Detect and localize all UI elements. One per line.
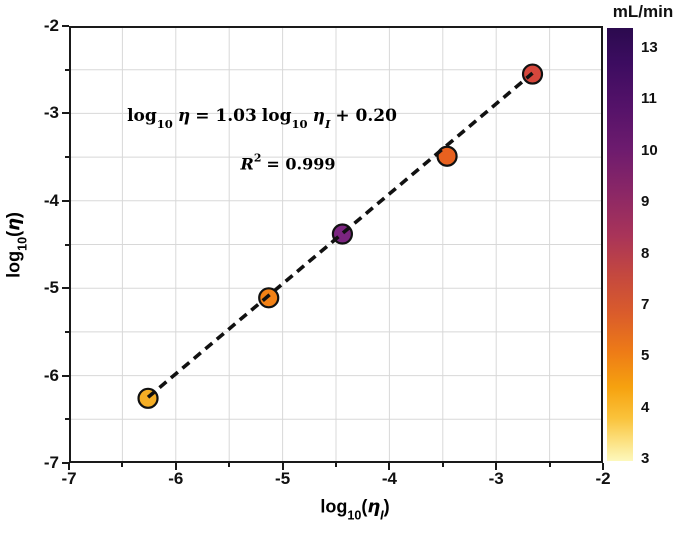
x-tick-label: -7: [61, 469, 77, 488]
y-tick-label: -2: [43, 16, 59, 35]
r-squared-annotation: R2 = 0.999: [240, 152, 336, 174]
y-minor-tick: [65, 243, 69, 246]
colorbar-tick-label: 10: [641, 141, 658, 159]
fit-line: [146, 71, 534, 399]
fit-equation: log10 η = 1.03 log10 ηI + 0.20: [127, 106, 397, 130]
eq-mid: = 1.03: [195, 106, 257, 126]
x-tick-label: -5: [275, 469, 291, 488]
eq-symbol2: η: [312, 106, 325, 126]
y-axis-title: log10(η): [3, 212, 30, 278]
y-minor-tick: [65, 68, 69, 71]
x-minor-tick: [121, 463, 124, 467]
colorbar-title: mL/min: [612, 2, 674, 21]
y-major-tick: [62, 25, 69, 27]
r2-sup: 2: [253, 151, 262, 165]
x-axis-title-fn: log: [320, 496, 348, 517]
x-tick-label: -2: [595, 469, 611, 488]
eq-symbol2-sub: I: [324, 117, 331, 132]
x-major-tick: [388, 463, 391, 470]
colorbar-tick-label: 9: [641, 193, 650, 211]
eq-symbol1: η: [177, 106, 191, 126]
r2-rest: = 0.999: [266, 154, 336, 174]
eq-sub1: 10: [156, 117, 173, 132]
x-minor-tick: [441, 463, 444, 467]
y-tick-label: -3: [43, 103, 59, 123]
x-tick-label: -3: [488, 469, 504, 488]
x-tick-label: -6: [168, 469, 184, 488]
colorbar-tick-label: 3: [641, 450, 650, 468]
eq-fn2: log: [261, 106, 292, 126]
y-tick-label: -4: [43, 190, 59, 210]
x-axis-title-close: ): [383, 496, 390, 517]
plot-frame: [69, 26, 603, 463]
colorbar-tick-label: 11: [641, 90, 657, 108]
x-axis-title-open: (: [361, 496, 368, 517]
y-minor-tick: [65, 330, 69, 333]
y-tick-label: -6: [43, 365, 59, 385]
x-minor-tick: [335, 463, 337, 467]
colorbar-tick-label: 7: [641, 296, 650, 313]
x-major-tick: [602, 463, 604, 470]
y-minor-tick: [65, 156, 69, 159]
x-major-tick: [281, 463, 284, 470]
y-major-tick: [62, 199, 69, 202]
y-major-tick: [62, 374, 69, 377]
x-axis-title: log10(ηI): [320, 496, 390, 522]
y-major-tick: [62, 462, 69, 464]
plot-area: [69, 26, 603, 463]
x-major-tick: [495, 463, 498, 470]
colorbar-tick-label: 5: [641, 347, 650, 365]
eq-sub2: 10: [291, 117, 308, 132]
colorbar-gradient: [607, 28, 633, 461]
colorbar-tick-label: 4: [641, 398, 650, 416]
y-axis-title-symbol: η: [3, 218, 25, 231]
y-tick-label: -7: [43, 453, 59, 472]
eq-tail: + 0.20: [335, 106, 397, 126]
y-minor-tick: [65, 418, 69, 421]
y-axis-title-close: ): [3, 212, 24, 219]
x-tick-label: -4: [381, 469, 397, 488]
colorbar-tick-label: 13: [641, 39, 658, 56]
y-axis-title-sub: 10: [15, 236, 30, 251]
colorbar-tick-label: 8: [641, 244, 650, 262]
eq-fn1: log: [127, 106, 157, 126]
x-minor-tick: [548, 463, 551, 467]
y-tick-label: -5: [43, 278, 59, 298]
r2-r: R: [240, 154, 254, 174]
x-major-tick: [174, 463, 177, 470]
y-major-tick: [62, 112, 69, 115]
x-minor-tick: [228, 463, 231, 467]
plot-svg: [69, 26, 603, 463]
x-axis-title-sub: 10: [347, 508, 362, 523]
y-axis-title-fn: log: [3, 250, 24, 278]
x-axis-title-symbol: η: [367, 496, 381, 518]
x-major-tick: [68, 463, 70, 470]
y-major-tick: [62, 287, 69, 290]
x-axis-title-symbol-sub: I: [380, 508, 384, 523]
